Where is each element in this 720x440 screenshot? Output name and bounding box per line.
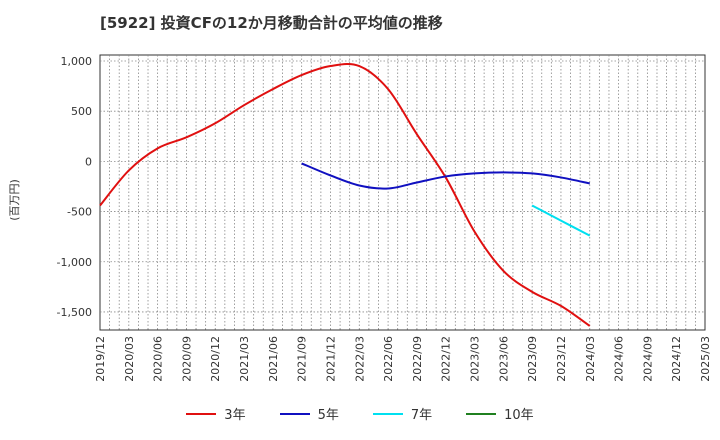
x-tick-label: 2021/12 — [324, 336, 337, 382]
x-tick-label: 2020/09 — [180, 336, 193, 382]
x-tick-label: 2024/09 — [641, 336, 654, 382]
series-line-5年 — [301, 162, 590, 190]
legend-item: 3年 — [186, 404, 246, 423]
y-axis-label: (百万円) — [8, 179, 21, 221]
legend-swatch — [186, 412, 217, 415]
legend-label: 7年 — [410, 408, 433, 423]
y-tick-label: -1,500 — [57, 306, 92, 319]
x-tick-label: 2019/12 — [94, 336, 107, 382]
x-tick-label: 2025/03 — [699, 336, 712, 382]
plot-area — [99, 54, 706, 331]
x-tick-label: 2023/03 — [469, 336, 482, 382]
legend-label: 3年 — [224, 408, 246, 423]
legend-swatch — [279, 412, 310, 415]
series-line-7年 — [531, 204, 591, 237]
x-tick-label: 2021/09 — [296, 336, 309, 382]
x-tick-label: 2020/12 — [209, 336, 222, 382]
series-lines — [99, 62, 591, 327]
chart-title: [5922] 投資CFの12か月移動合計の平均値の推移 — [100, 14, 443, 32]
legend-label: 10年 — [504, 408, 534, 423]
x-tick-label: 2022/03 — [353, 336, 366, 382]
x-tick-label: 2024/03 — [584, 336, 597, 382]
x-axis-ticks: 2019/12 2020/03 2020/06 2020/09 2020/12 2021/… — [94, 336, 712, 382]
legend-swatch — [372, 412, 403, 415]
x-tick-label: 2023/09 — [526, 336, 539, 382]
x-tick-label: 2021/06 — [267, 336, 280, 382]
y-axis-ticks: 1,000 500 0 -500 -1,000 -1,500 — [57, 55, 92, 319]
x-tick-label: 2021/03 — [238, 336, 251, 382]
x-tick-label: 2023/06 — [497, 336, 510, 382]
legend-item: 10年 — [466, 404, 534, 423]
legend-label: 5年 — [317, 408, 339, 423]
legend: 3年 5年 7年 10年 — [0, 404, 720, 423]
x-tick-label: 2020/06 — [152, 336, 165, 382]
y-tick-label: -1,000 — [57, 256, 92, 269]
grid-lines — [100, 55, 705, 330]
legend-swatch — [466, 412, 497, 415]
y-tick-label: 0 — [85, 155, 92, 168]
series-line-3年 — [99, 62, 591, 327]
x-tick-label: 2022/09 — [411, 336, 424, 382]
x-tick-label: 2024/12 — [670, 336, 683, 382]
x-tick-label: 2022/12 — [440, 336, 453, 382]
x-tick-label: 2024/06 — [613, 336, 626, 382]
x-tick-label: 2020/03 — [123, 336, 136, 382]
y-tick-label: -500 — [67, 206, 92, 219]
y-tick-label: 500 — [71, 105, 92, 118]
legend-item: 7年 — [372, 404, 433, 423]
legend-item: 5年 — [279, 404, 339, 423]
y-tick-label: 1,000 — [61, 55, 93, 68]
x-tick-label: 2022/06 — [382, 336, 395, 382]
x-tick-label: 2023/12 — [555, 336, 568, 382]
